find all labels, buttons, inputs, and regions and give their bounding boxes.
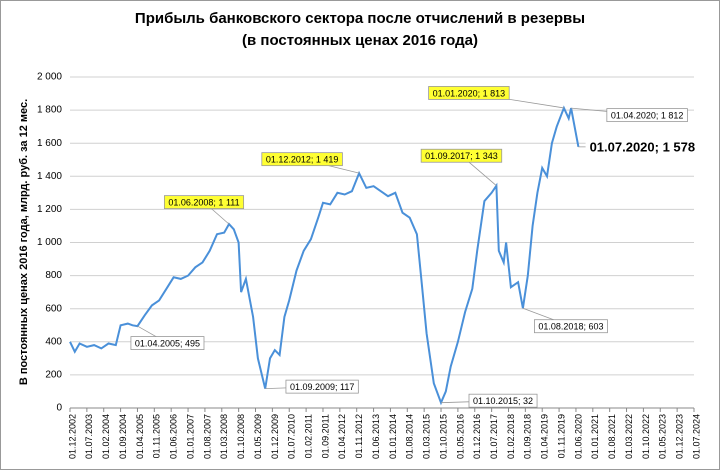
x-tick-label: 01.05.2023 — [658, 414, 668, 459]
x-tick-label: 01.12.2002 — [67, 414, 77, 459]
callout-box — [420, 148, 503, 163]
y-tick-label: 1 600 — [37, 138, 62, 149]
x-tick-label: 01.02.2018 — [506, 414, 516, 459]
callout-box — [606, 108, 688, 123]
x-tick-label: 01.09.2018 — [523, 414, 533, 459]
x-tick-label: 01.11.2019 — [556, 414, 566, 458]
x-tick-label: 01.03.2008 — [219, 414, 229, 459]
callout-box — [261, 152, 343, 167]
callout: 01.07.2020; 1 578 — [578, 137, 700, 156]
x-tick-label: 01.04.2019 — [540, 414, 550, 459]
x-tick-label: 01.03.2015 — [422, 414, 432, 459]
callout: 01.04.2020; 1 812 — [571, 107, 688, 123]
x-tick-label: 01.08.2014 — [405, 414, 415, 459]
callout-box — [163, 195, 245, 210]
data-label: 01.09.2017; 1 343 — [425, 151, 498, 161]
y-tick-label: 2 000 — [37, 72, 62, 83]
callout-box — [428, 86, 510, 100]
data-label: 01.06.2008; 1 111 — [168, 198, 239, 208]
chart-subtitle: (в постоянных ценах 2016 года) — [242, 32, 478, 49]
callout: 01.06.2008; 1 111 — [163, 195, 245, 225]
callout-box — [130, 336, 205, 350]
x-tick-label: 01.04.2005 — [135, 414, 145, 459]
x-tick-label: 01.08.2007 — [202, 414, 212, 459]
chart-title: Прибыль банковского сектора после отчисл… — [135, 10, 585, 27]
y-tick-label: 0 — [56, 403, 62, 414]
x-tick-label: 01.12.2009 — [270, 414, 280, 459]
x-tick-label: 01.01.2021 — [590, 414, 600, 459]
x-tick-label: 01.10.2008 — [236, 414, 246, 459]
y-tick-label: 800 — [45, 270, 62, 281]
x-tick-label: 01.07.2003 — [84, 414, 94, 459]
x-tick-label: 01.12.2016 — [472, 414, 482, 459]
data-label: 01.04.2020; 1 812 — [611, 110, 684, 120]
x-tick-label: 01.11.2005 — [152, 414, 162, 458]
x-tick-label: 01.06.2020 — [573, 414, 583, 459]
x-tick-label: 01.10.2022 — [641, 414, 651, 459]
callout: 01.12.2012; 1 419 — [261, 152, 360, 174]
x-tick-label: 01.04.2012 — [337, 414, 347, 459]
data-label: 01.09.2009; 117 — [290, 382, 354, 392]
x-tick-label: 01.05.2009 — [253, 414, 263, 459]
x-tick-label: 01.01.2014 — [388, 414, 398, 459]
x-tick-label: 01.01.2007 — [185, 414, 195, 459]
data-label: 01.07.2020; 1 578 — [590, 139, 696, 154]
callout: 01.01.2020; 1 813 — [428, 86, 564, 109]
x-tick-label: 01.10.2015 — [438, 414, 448, 459]
x-tick-label: 01.09.2004 — [118, 414, 128, 459]
y-tick-label: 1 800 — [37, 105, 62, 116]
x-tick-label: 01.07.2010 — [287, 414, 297, 459]
data-label: 01.01.2020; 1 813 — [433, 88, 506, 98]
data-label: 01.10.2015; 32 — [473, 396, 533, 406]
data-label: 01.08.2018; 603 — [538, 322, 603, 332]
x-tick-label: 01.11.2012 — [354, 414, 364, 458]
callout: 01.08.2018; 603 — [522, 307, 608, 334]
x-tick-label: 01.08.2021 — [607, 414, 617, 459]
callout: 01.10.2015; 32 — [441, 393, 538, 408]
callout-box — [468, 393, 538, 408]
callout: 01.04.2005; 495 — [130, 325, 205, 350]
y-tick-label: 200 — [45, 370, 62, 381]
y-axis-label: В постоянных ценах 2016 года, млрд. руб.… — [18, 99, 30, 385]
x-tick-label: 01.07.2017 — [489, 414, 499, 459]
y-tick-label: 1 400 — [37, 171, 62, 182]
y-tick-label: 600 — [45, 303, 62, 314]
x-tick-label: 01.02.2004 — [101, 414, 111, 459]
x-tick-label: 01.05.2016 — [455, 414, 465, 459]
callout-box — [534, 319, 608, 334]
data-label: 01.04.2005; 495 — [135, 338, 200, 348]
y-tick-label: 1 000 — [37, 237, 62, 248]
x-tick-label: 01.07.2024 — [691, 414, 701, 459]
line — [69, 105, 580, 406]
x-tick-label: 01.06.2006 — [169, 414, 179, 459]
data-label: 01.12.2012; 1 419 — [266, 155, 339, 165]
callout-box — [585, 137, 700, 156]
callout: 01.09.2009; 117 — [265, 379, 359, 394]
x-tick-label: 01.02.2011 — [303, 414, 313, 458]
callout-box — [285, 379, 359, 394]
callout: 01.09.2017; 1 343 — [420, 148, 503, 187]
y-tick-label: 1 200 — [37, 204, 62, 215]
x-tick-label: 01.03.2022 — [624, 414, 634, 459]
x-tick-label: 01.09.2011 — [320, 414, 330, 458]
x-tick-label: 01.06.2013 — [371, 414, 381, 459]
y-tick-label: 400 — [45, 336, 62, 347]
x-tick-label: 01.12.2023 — [675, 414, 685, 459]
